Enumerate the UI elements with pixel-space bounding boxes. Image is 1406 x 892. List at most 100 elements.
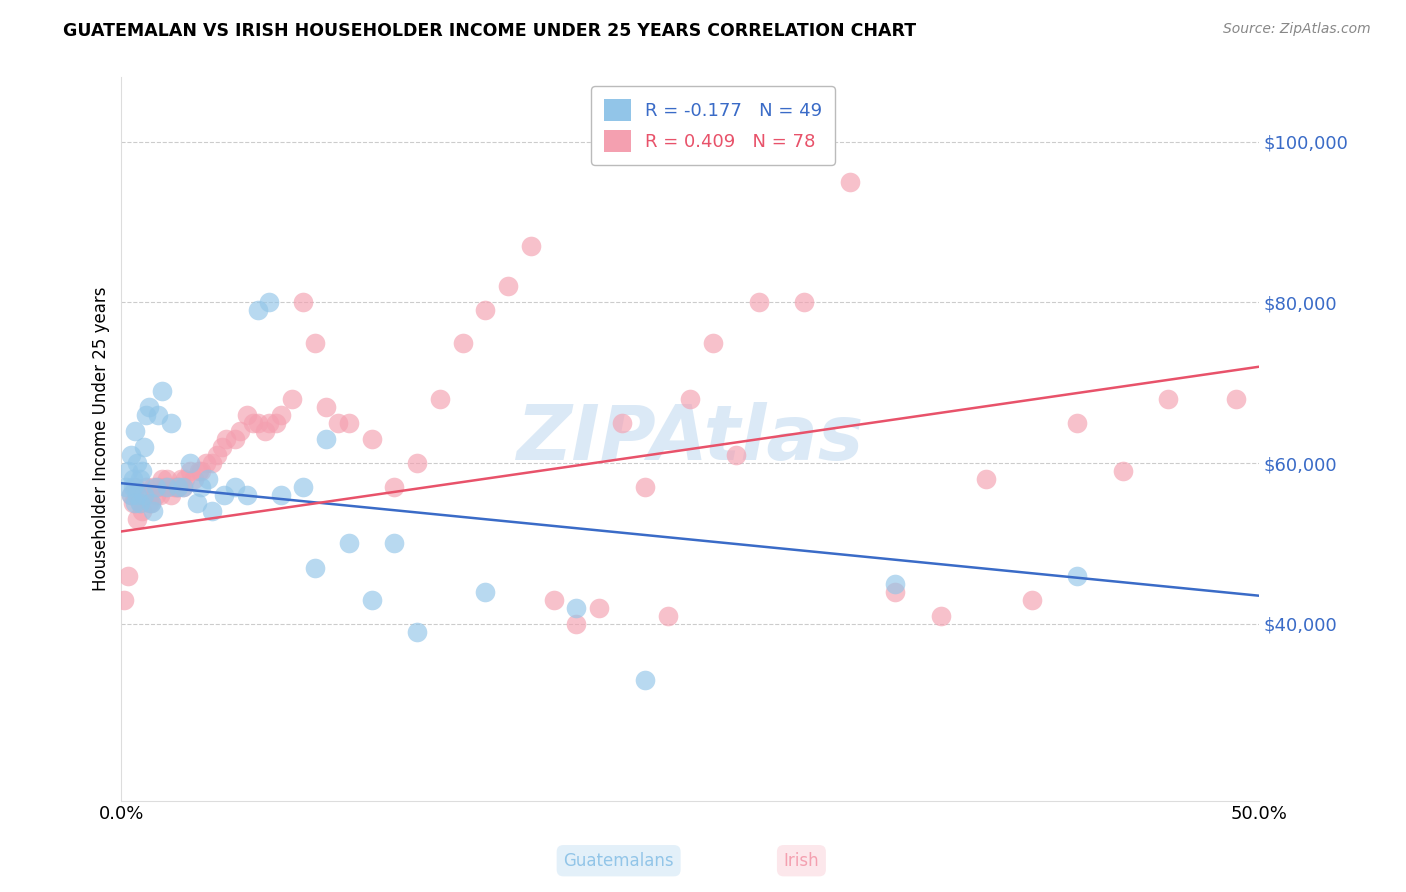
Point bbox=[172, 480, 194, 494]
Point bbox=[315, 432, 337, 446]
Point bbox=[304, 560, 326, 574]
Point bbox=[496, 279, 519, 293]
Point bbox=[406, 456, 429, 470]
Point bbox=[215, 432, 238, 446]
Point bbox=[120, 488, 142, 502]
Point bbox=[474, 303, 496, 318]
Point bbox=[246, 416, 269, 430]
Point bbox=[124, 480, 146, 494]
Point bbox=[384, 536, 406, 550]
Point bbox=[326, 416, 349, 430]
Point bbox=[1157, 392, 1180, 406]
Text: GUATEMALAN VS IRISH HOUSEHOLDER INCOME UNDER 25 YEARS CORRELATION CHART: GUATEMALAN VS IRISH HOUSEHOLDER INCOME U… bbox=[63, 22, 917, 40]
Point bbox=[235, 408, 257, 422]
Point bbox=[747, 295, 769, 310]
Point bbox=[117, 568, 139, 582]
Point bbox=[1225, 392, 1247, 406]
Point bbox=[145, 488, 167, 502]
Point bbox=[134, 488, 156, 502]
Point bbox=[253, 424, 276, 438]
Point bbox=[135, 408, 157, 422]
Point bbox=[1021, 592, 1043, 607]
Point bbox=[679, 392, 702, 406]
Point bbox=[211, 440, 233, 454]
Point bbox=[134, 440, 156, 454]
Point bbox=[153, 480, 176, 494]
Point bbox=[160, 488, 183, 502]
Point bbox=[246, 303, 269, 318]
Point bbox=[127, 488, 149, 502]
Point bbox=[145, 480, 167, 494]
Point bbox=[429, 392, 451, 406]
Point bbox=[974, 472, 997, 486]
Point bbox=[190, 464, 212, 478]
Point bbox=[139, 496, 162, 510]
Point bbox=[174, 472, 197, 486]
Point bbox=[190, 480, 212, 494]
Point bbox=[121, 480, 143, 494]
Point bbox=[131, 464, 153, 478]
Point bbox=[138, 400, 160, 414]
Point bbox=[212, 488, 235, 502]
Point bbox=[1066, 416, 1088, 430]
Point bbox=[121, 472, 143, 486]
Point bbox=[127, 456, 149, 470]
Text: Guatemalans: Guatemalans bbox=[564, 852, 673, 870]
Point bbox=[149, 488, 172, 502]
Point bbox=[127, 512, 149, 526]
Point bbox=[884, 584, 907, 599]
Point bbox=[134, 488, 156, 502]
Point bbox=[360, 432, 382, 446]
Point bbox=[451, 335, 474, 350]
Point bbox=[242, 416, 264, 430]
Point bbox=[793, 295, 815, 310]
Point bbox=[634, 673, 657, 687]
Point bbox=[117, 464, 139, 478]
Point bbox=[520, 239, 543, 253]
Point bbox=[146, 480, 169, 494]
Point bbox=[610, 416, 633, 430]
Text: Source: ZipAtlas.com: Source: ZipAtlas.com bbox=[1223, 22, 1371, 37]
Point bbox=[224, 432, 246, 446]
Point bbox=[384, 480, 406, 494]
Point bbox=[112, 592, 135, 607]
Point bbox=[565, 600, 588, 615]
Point bbox=[565, 616, 588, 631]
Point bbox=[838, 175, 860, 189]
Text: ZIPAtlas: ZIPAtlas bbox=[516, 402, 863, 476]
Point bbox=[270, 488, 292, 502]
Point bbox=[120, 488, 142, 502]
Point bbox=[884, 576, 907, 591]
Y-axis label: Householder Income Under 25 years: Householder Income Under 25 years bbox=[93, 287, 110, 591]
Point bbox=[167, 480, 190, 494]
Point bbox=[138, 496, 160, 510]
Point bbox=[1111, 464, 1133, 478]
Point bbox=[337, 416, 360, 430]
Point bbox=[128, 472, 150, 486]
Point bbox=[179, 456, 201, 470]
Point bbox=[315, 400, 337, 414]
Point bbox=[142, 504, 165, 518]
Point bbox=[165, 480, 187, 494]
Point bbox=[183, 472, 205, 486]
Point bbox=[406, 624, 429, 639]
Point bbox=[634, 480, 657, 494]
Point bbox=[139, 496, 162, 510]
Point bbox=[135, 480, 157, 494]
Point bbox=[259, 416, 281, 430]
Point bbox=[156, 472, 179, 486]
Legend: R = -0.177   N = 49, R = 0.409   N = 78: R = -0.177 N = 49, R = 0.409 N = 78 bbox=[591, 87, 835, 165]
Point bbox=[142, 480, 165, 494]
Point bbox=[1066, 568, 1088, 582]
Point bbox=[235, 488, 257, 502]
Point bbox=[163, 480, 186, 494]
Point bbox=[229, 424, 252, 438]
Point bbox=[201, 504, 224, 518]
Point bbox=[588, 600, 610, 615]
Point bbox=[172, 480, 194, 494]
Point bbox=[292, 480, 315, 494]
Point bbox=[124, 496, 146, 510]
Point bbox=[724, 448, 747, 462]
Point bbox=[702, 335, 724, 350]
Point bbox=[270, 408, 292, 422]
